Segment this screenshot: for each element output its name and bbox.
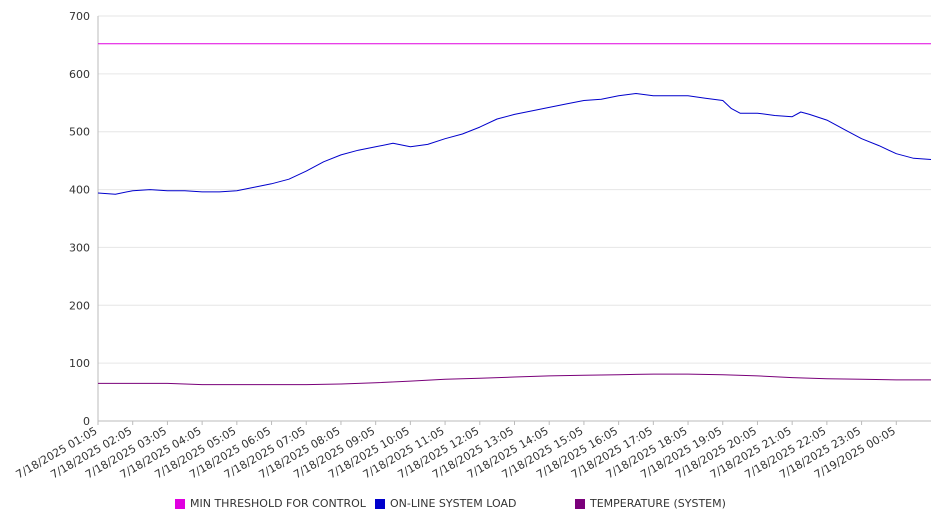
y-tick-label: 0	[83, 415, 90, 428]
legend-label: MIN THRESHOLD FOR CONTROL	[190, 497, 366, 510]
legend-item-system-load[interactable]: ON-LINE SYSTEM LOAD	[375, 497, 516, 510]
legend: MIN THRESHOLD FOR CONTROL ON-LINE SYSTEM…	[0, 497, 946, 515]
series-lines	[97, 43, 932, 386]
legend-item-temperature[interactable]: TEMPERATURE (SYSTEM)	[575, 497, 726, 510]
y-tick-label: 700	[69, 10, 90, 23]
gridlines	[98, 15, 931, 364]
y-tick-label: 600	[69, 68, 90, 81]
series-line-system-load	[97, 93, 932, 195]
legend-label: ON-LINE SYSTEM LOAD	[390, 497, 517, 510]
legend-swatch	[575, 498, 585, 509]
legend-swatch	[175, 498, 185, 509]
series-line-temperature	[98, 373, 931, 386]
y-tick-label: 500	[69, 126, 90, 139]
y-tick-label: 200	[69, 299, 90, 312]
y-tick-label: 400	[69, 184, 90, 197]
y-tick-label: 100	[69, 357, 90, 370]
y-tick-labels: 0 100 200 300 400 500 600 700	[69, 10, 90, 428]
x-tick-labels: 7/18/2025 01:057/18/2025 02:057/18/2025 …	[14, 424, 898, 481]
y-tick-label: 300	[69, 241, 90, 254]
legend-swatch	[375, 498, 385, 509]
axes	[97, 16, 931, 425]
legend-label: TEMPERATURE (SYSTEM)	[590, 497, 726, 510]
legend-item-min-threshold[interactable]: MIN THRESHOLD FOR CONTROL	[175, 497, 366, 510]
